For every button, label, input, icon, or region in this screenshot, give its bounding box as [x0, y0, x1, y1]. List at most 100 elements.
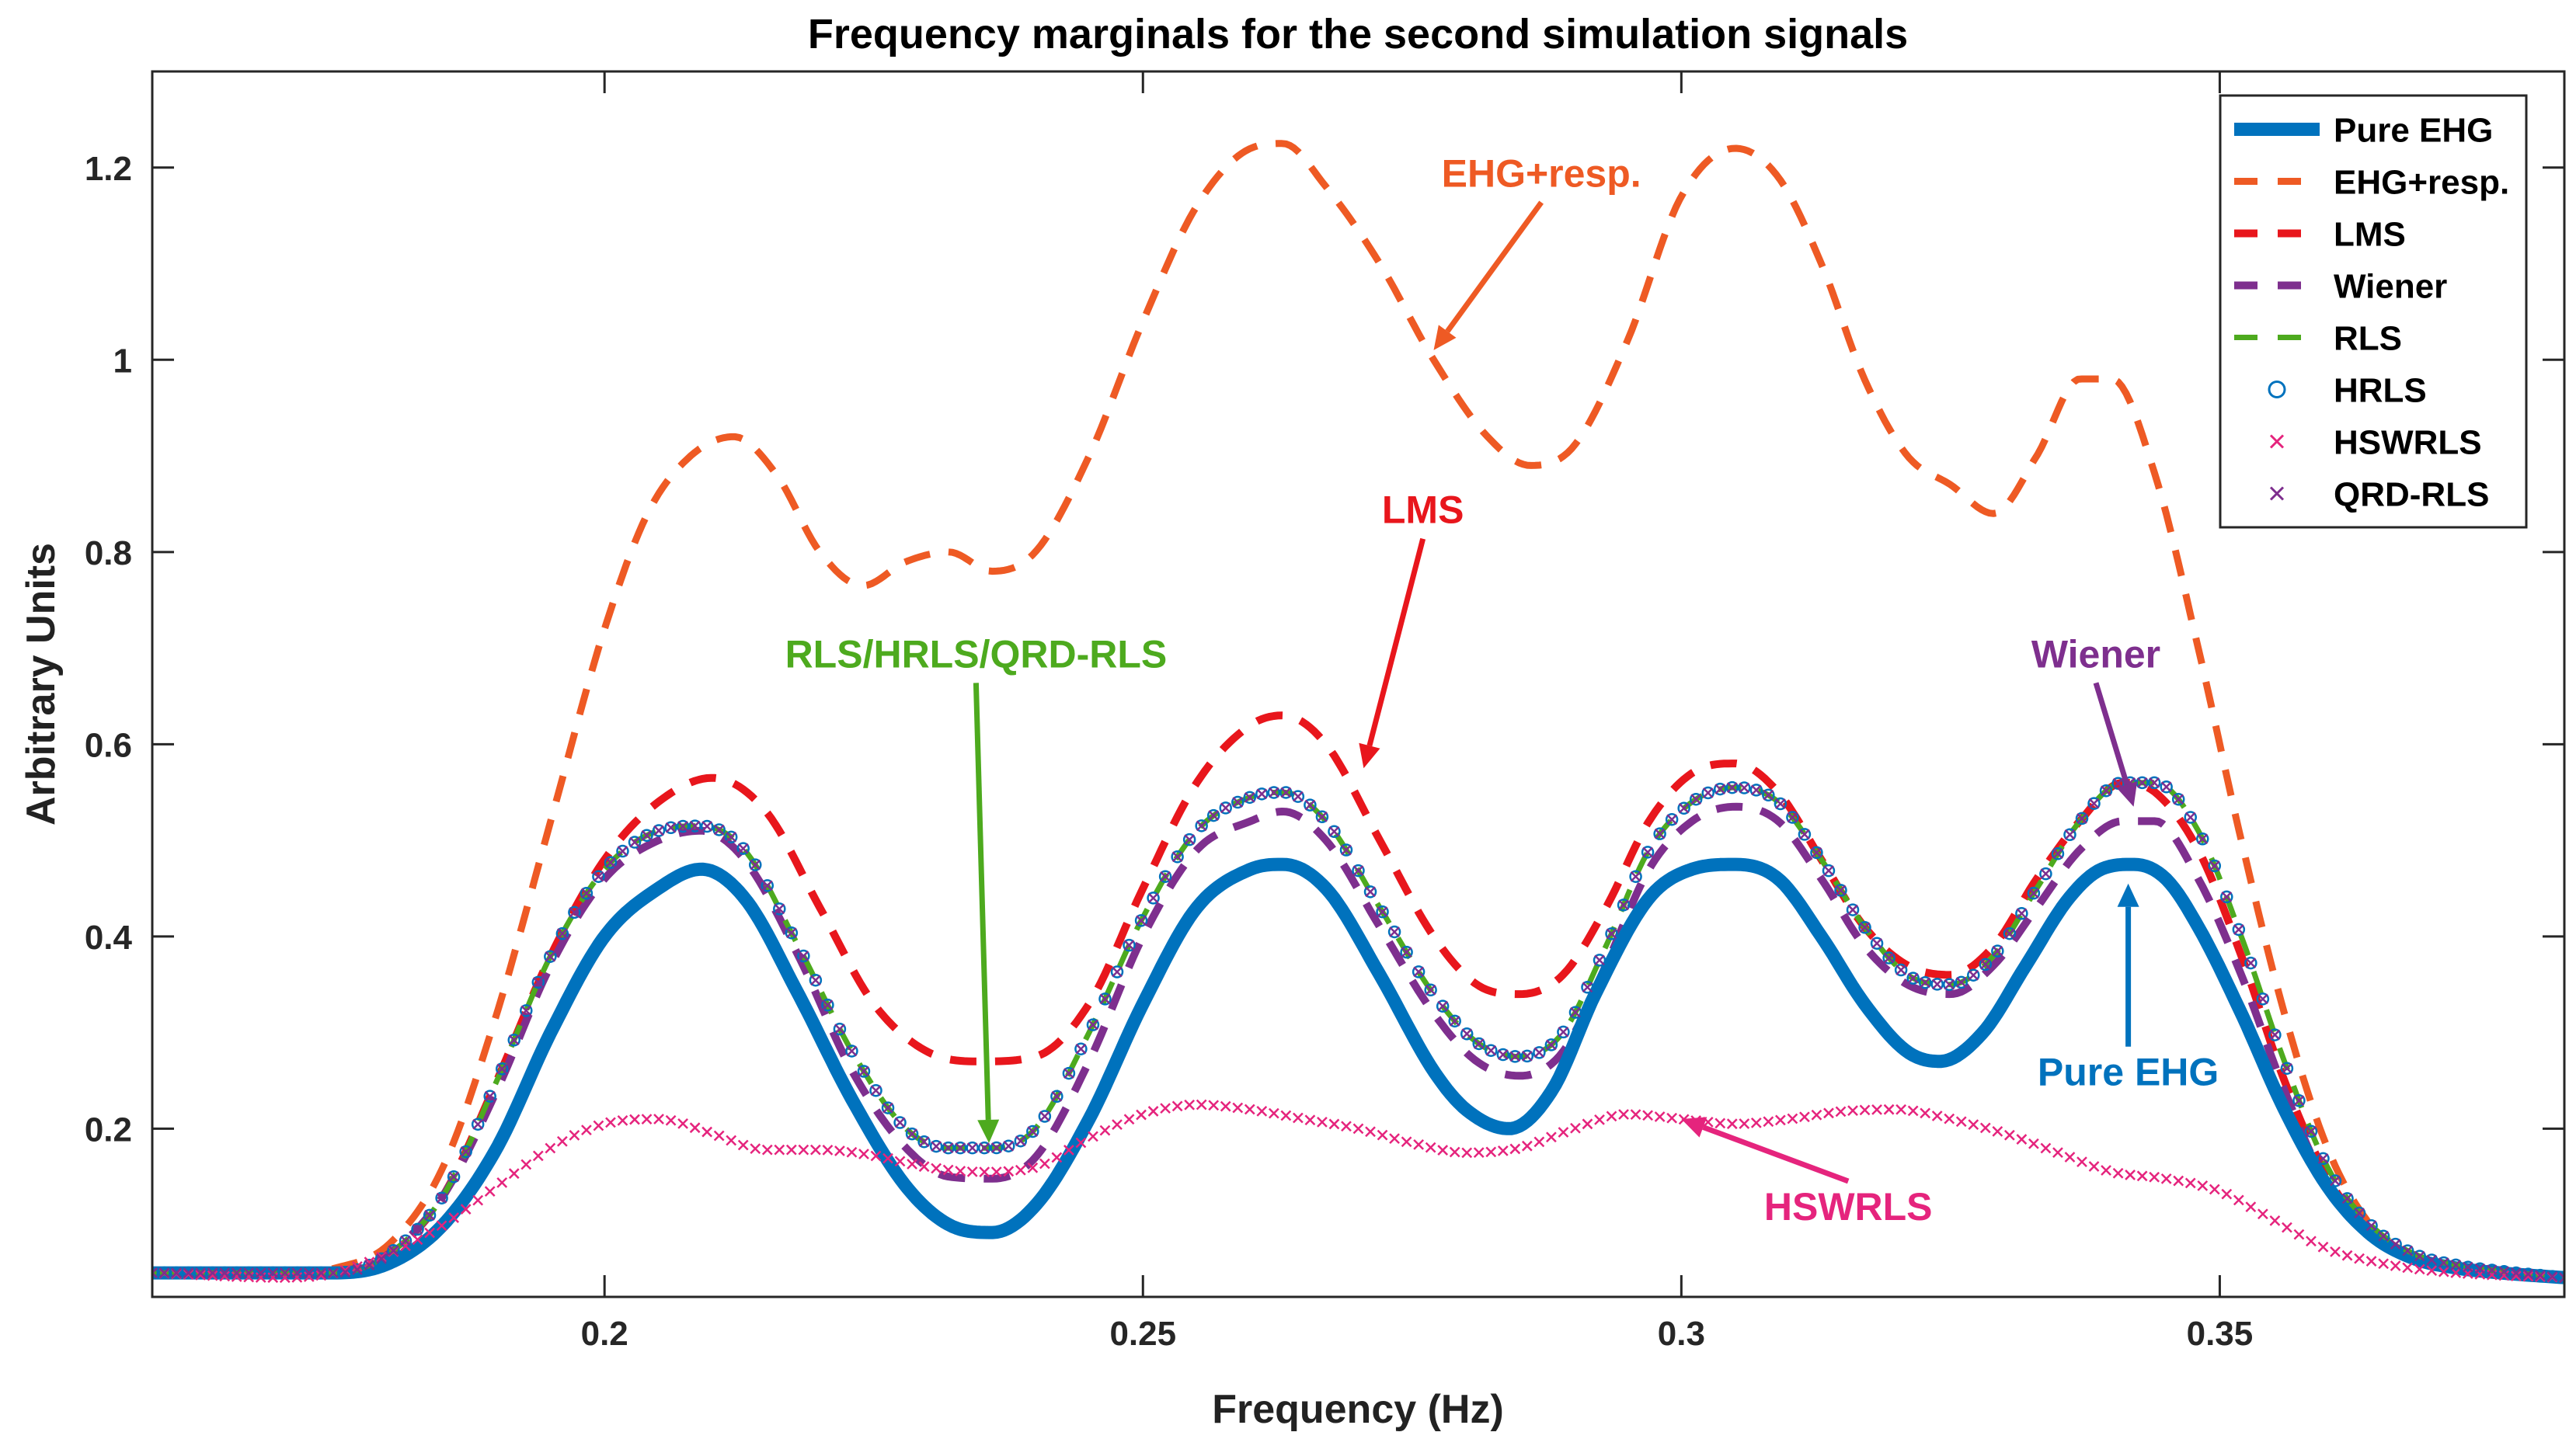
marker-hrls: [1894, 963, 1908, 977]
series-wiener: [152, 802, 2564, 1282]
marker-qrd-rls: [1389, 926, 1400, 937]
marker-hswrls: [1944, 1113, 1955, 1124]
marker-hrls: [2437, 1256, 2450, 1270]
marker-hrls: [736, 842, 750, 855]
marker-hswrls: [2040, 1142, 2052, 1154]
marker-hswrls: [605, 1117, 616, 1128]
marker-qrd-rls: [966, 1142, 978, 1154]
marker-hrls: [1520, 1049, 1534, 1063]
marker-hrls: [1846, 903, 1860, 916]
marker-hrls: [1400, 945, 1413, 959]
marker-qrd-rls: [424, 1209, 435, 1221]
y-tick-label: 0.4: [85, 919, 133, 957]
marker-qrd-rls: [2184, 812, 2196, 823]
marker-hswrls: [1088, 1131, 1098, 1142]
marker-hrls: [2099, 784, 2113, 798]
marker-hrls: [363, 1258, 376, 1272]
marker-hswrls: [1184, 1099, 1196, 1111]
marker-hrls: [1653, 827, 1666, 840]
marker-qrd-rls: [1075, 1043, 1087, 1055]
marker-hswrls: [1401, 1136, 1412, 1148]
marker-qrd-rls: [1787, 812, 1798, 823]
annotation-label: EHG+resp.: [1442, 152, 1641, 196]
marker-qrd-rls: [327, 1267, 339, 1278]
marker-hrls: [1629, 870, 1642, 883]
marker-hrls: [1810, 846, 1823, 860]
marker-hswrls: [966, 1166, 978, 1177]
marker-hrls: [544, 950, 557, 963]
marker-hrls: [2533, 1268, 2547, 1282]
marker-qrd-rls: [822, 999, 834, 1011]
y-tick-label: 1.2: [85, 150, 132, 188]
marker-qrd-rls: [1268, 787, 1279, 798]
marker-hswrls: [545, 1142, 556, 1154]
marker-hrls: [1026, 1124, 1039, 1138]
marker-hrls: [2244, 956, 2257, 970]
marker-hswrls: [1666, 1112, 1678, 1124]
marker-qrd-rls: [1051, 1090, 1063, 1102]
marker-qrd-rls: [653, 825, 664, 836]
marker-hswrls: [303, 1271, 315, 1282]
marker-hswrls: [2125, 1170, 2136, 1180]
marker-qrd-rls: [1003, 1140, 1015, 1152]
marker-qrd-rls: [907, 1128, 917, 1139]
marker-hrls: [1641, 846, 1655, 859]
marker-hrls: [1942, 978, 1956, 992]
marker-hrls: [893, 1116, 907, 1129]
marker-hswrls: [894, 1156, 906, 1167]
marker-hswrls: [1123, 1114, 1135, 1125]
marker-hswrls: [436, 1220, 447, 1232]
marker-hrls: [1339, 843, 1353, 857]
line-lms: [152, 711, 2564, 1282]
marker-qrd-rls: [1979, 958, 1991, 970]
marker-qrd-rls: [1304, 799, 1316, 811]
marker-qrd-rls: [2426, 1254, 2438, 1266]
marker-hrls: [1605, 927, 1618, 940]
marker-hswrls: [1015, 1164, 1026, 1176]
marker-qrd-rls: [1461, 1028, 1473, 1040]
marker-hrls: [2352, 1206, 2366, 1220]
marker-hrls: [1472, 1037, 1485, 1051]
marker-qrd-rls: [2173, 794, 2184, 805]
marker-hrls: [1617, 899, 1631, 912]
marker-hswrls: [2257, 1208, 2268, 1220]
marker-qrd-rls: [1823, 865, 1834, 877]
marker-hswrls: [532, 1150, 544, 1162]
marker-qrd-rls: [1642, 846, 1653, 858]
marker-hrls: [1098, 992, 1112, 1006]
marker-qrd-rls: [2559, 1272, 2564, 1284]
marker-qrd-rls: [1618, 899, 1629, 911]
y-tick-label: 0.8: [85, 534, 132, 572]
marker-hswrls: [2535, 1271, 2546, 1283]
marker-qrd-rls: [1328, 826, 1340, 837]
marker-hrls: [1991, 944, 2004, 958]
marker-qrd-rls: [1654, 828, 1666, 839]
marker-hrls: [169, 1266, 183, 1280]
marker-hswrls: [508, 1168, 520, 1180]
marker-qrd-rls: [1027, 1126, 1039, 1137]
annotation-arrow-shaft: [1366, 537, 1426, 747]
marker-qrd-rls: [2535, 1270, 2546, 1281]
marker-qrd-rls: [2293, 1095, 2305, 1107]
marker-hrls: [2147, 776, 2161, 790]
legend-label: EHG+resp.: [2334, 164, 2509, 202]
marker-qrd-rls: [882, 1102, 893, 1114]
marker-qrd-rls: [2402, 1245, 2414, 1257]
marker-qrd-rls: [1533, 1047, 1545, 1058]
marker-qrd-rls: [1847, 904, 1858, 916]
marker-qrd-rls: [158, 1267, 170, 1278]
marker-qrd-rls: [846, 1045, 858, 1057]
marker-hswrls: [1594, 1114, 1605, 1125]
legend-entry-rls: RLS: [2234, 320, 2402, 358]
marker-qrd-rls: [152, 1267, 158, 1278]
marker-qrd-rls: [701, 821, 713, 832]
marker-hswrls: [1895, 1104, 1907, 1115]
marker-hswrls: [785, 1144, 797, 1156]
marker-hswrls: [2221, 1188, 2233, 1200]
marker-qrd-rls: [726, 831, 737, 843]
marker-hrls: [1930, 978, 1944, 991]
marker-hrls: [193, 1266, 207, 1280]
marker-hrls: [555, 926, 569, 940]
marker-hswrls: [1509, 1143, 1521, 1155]
marker-hrls: [845, 1045, 858, 1058]
